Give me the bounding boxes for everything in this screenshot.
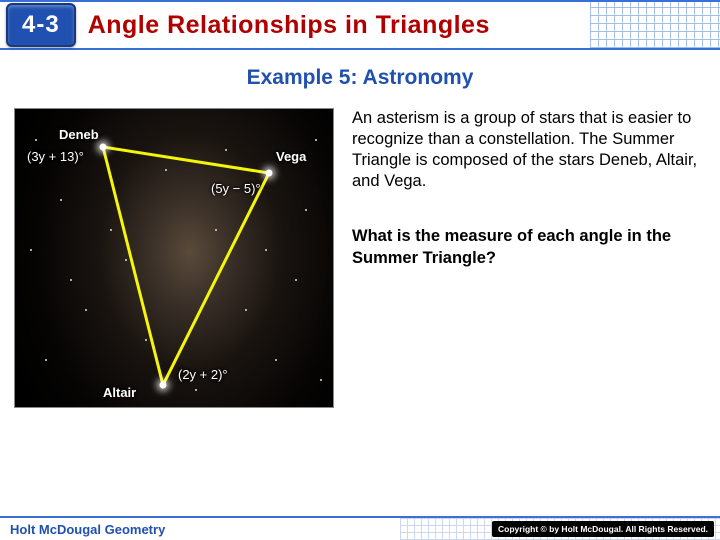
star-label-deneb: Deneb — [59, 127, 99, 142]
star-vertex-vega — [266, 170, 273, 177]
bg-star — [45, 359, 47, 361]
angle-expr-altair: (2y + 2)° — [178, 367, 228, 382]
bg-star — [30, 249, 32, 251]
header-bar: 4-3 Angle Relationships in Triangles — [0, 0, 720, 50]
bg-star — [315, 139, 317, 141]
footer-book-title: Holt McDougal Geometry — [10, 522, 165, 537]
bg-star — [225, 149, 227, 151]
bg-star — [275, 359, 277, 361]
bg-star — [60, 199, 62, 201]
star-vertex-deneb — [100, 144, 107, 151]
bg-star — [305, 209, 307, 211]
text-column: An asterism is a group of stars that is … — [352, 108, 706, 408]
header-grid-decoration — [590, 2, 720, 48]
bg-star — [245, 309, 247, 311]
bg-star — [85, 309, 87, 311]
angle-expr-vega: (5y − 5)° — [211, 181, 261, 196]
bg-star — [35, 139, 37, 141]
bg-star — [320, 379, 322, 381]
body-question: What is the measure of each angle in the… — [352, 226, 700, 268]
bg-star — [125, 259, 127, 261]
star-label-vega: Vega — [276, 149, 306, 164]
bg-star — [295, 279, 297, 281]
page-title: Angle Relationships in Triangles — [88, 11, 490, 40]
bg-star — [215, 229, 217, 231]
bg-star — [145, 339, 147, 341]
star-label-altair: Altair — [103, 385, 136, 400]
body-paragraph: An asterism is a group of stars that is … — [352, 108, 700, 192]
bg-star — [195, 389, 197, 391]
bg-star — [70, 279, 72, 281]
content-row: Deneb (3y + 13)° Vega (5y − 5)° Altair (2y + … — [0, 90, 720, 408]
footer-copyright: Copyright © by Holt McDougal. All Rights… — [492, 521, 714, 537]
example-subtitle: Example 5: Astronomy — [0, 66, 720, 90]
angle-expr-deneb: (3y + 13)° — [27, 149, 84, 164]
bg-star — [110, 229, 112, 231]
bg-star — [165, 169, 167, 171]
astronomy-figure: Deneb (3y + 13)° Vega (5y − 5)° Altair (2y + … — [14, 108, 334, 408]
section-badge: 4-3 — [6, 3, 76, 47]
bg-star — [265, 249, 267, 251]
star-vertex-altair — [160, 382, 167, 389]
footer-bar: Holt McDougal Geometry Copyright © by Ho… — [0, 516, 720, 540]
